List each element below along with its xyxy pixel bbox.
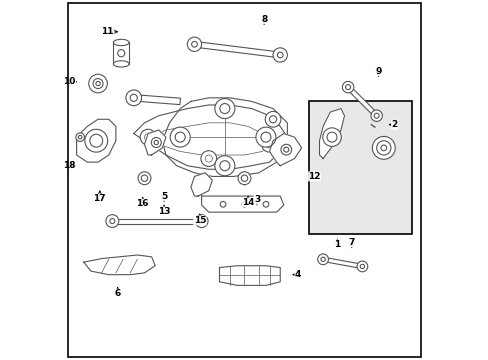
Circle shape — [96, 81, 100, 86]
Circle shape — [283, 147, 288, 152]
Circle shape — [141, 175, 147, 181]
Circle shape — [263, 202, 268, 207]
Circle shape — [88, 74, 107, 93]
Text: 8: 8 — [261, 15, 267, 24]
Circle shape — [154, 140, 158, 145]
Polygon shape — [322, 257, 362, 269]
Polygon shape — [77, 119, 116, 162]
Circle shape — [220, 161, 229, 171]
Circle shape — [118, 50, 124, 57]
Circle shape — [241, 175, 247, 181]
Circle shape — [93, 78, 103, 89]
Circle shape — [356, 261, 367, 272]
Circle shape — [170, 127, 190, 147]
Circle shape — [372, 136, 394, 159]
Ellipse shape — [113, 61, 129, 67]
Circle shape — [261, 136, 277, 152]
Circle shape — [238, 172, 250, 185]
Circle shape — [125, 90, 142, 106]
Circle shape — [373, 113, 378, 118]
Polygon shape — [162, 98, 287, 176]
Text: 18: 18 — [63, 161, 76, 170]
Circle shape — [191, 41, 197, 47]
Polygon shape — [83, 255, 155, 275]
Text: 17: 17 — [93, 194, 106, 203]
Circle shape — [106, 215, 119, 228]
Text: 16: 16 — [136, 199, 149, 208]
Text: 14: 14 — [241, 198, 254, 207]
Circle shape — [272, 48, 287, 62]
Circle shape — [220, 202, 225, 207]
Text: 2: 2 — [390, 120, 397, 129]
Circle shape — [376, 141, 390, 155]
Text: 1: 1 — [334, 240, 340, 249]
Circle shape — [90, 134, 102, 147]
Circle shape — [110, 219, 115, 224]
Polygon shape — [319, 109, 344, 158]
Circle shape — [195, 215, 207, 228]
Circle shape — [76, 133, 84, 141]
Circle shape — [326, 132, 336, 142]
Circle shape — [187, 37, 201, 51]
Circle shape — [360, 264, 364, 269]
Circle shape — [241, 202, 247, 207]
Polygon shape — [219, 266, 280, 285]
Circle shape — [380, 145, 386, 151]
Polygon shape — [194, 41, 280, 58]
Circle shape — [342, 81, 353, 93]
Polygon shape — [201, 196, 283, 212]
Bar — [113, 42, 129, 64]
Circle shape — [205, 155, 212, 162]
Circle shape — [214, 156, 234, 176]
Circle shape — [264, 111, 281, 127]
Circle shape — [144, 134, 151, 141]
Circle shape — [140, 129, 156, 145]
Polygon shape — [144, 130, 165, 155]
Polygon shape — [269, 134, 301, 166]
Circle shape — [320, 257, 325, 261]
Circle shape — [214, 99, 234, 118]
Circle shape — [138, 172, 151, 185]
Circle shape — [345, 85, 350, 90]
Circle shape — [84, 129, 107, 152]
Circle shape — [255, 127, 275, 147]
Text: 12: 12 — [307, 172, 320, 181]
Text: 10: 10 — [63, 77, 76, 86]
Text: 9: 9 — [374, 67, 381, 76]
Ellipse shape — [113, 39, 129, 46]
Text: 13: 13 — [158, 207, 170, 216]
Polygon shape — [134, 105, 287, 169]
Circle shape — [78, 135, 82, 139]
Text: 5: 5 — [161, 192, 167, 201]
Text: 6: 6 — [114, 289, 121, 298]
Text: 7: 7 — [348, 238, 354, 247]
Text: 11: 11 — [101, 27, 114, 36]
Polygon shape — [190, 173, 212, 196]
Circle shape — [199, 219, 203, 224]
Circle shape — [269, 116, 276, 123]
Text: 15: 15 — [193, 216, 205, 225]
Circle shape — [261, 132, 270, 142]
Circle shape — [322, 128, 341, 147]
Circle shape — [130, 94, 137, 102]
Circle shape — [281, 144, 291, 155]
Circle shape — [370, 110, 382, 121]
Circle shape — [317, 254, 328, 265]
Polygon shape — [112, 219, 201, 224]
Circle shape — [220, 104, 229, 113]
Circle shape — [151, 138, 161, 148]
FancyBboxPatch shape — [308, 102, 411, 234]
Circle shape — [277, 52, 283, 58]
Circle shape — [265, 141, 272, 148]
Polygon shape — [346, 85, 378, 117]
Text: 4: 4 — [294, 270, 301, 279]
Circle shape — [175, 132, 185, 142]
Circle shape — [201, 151, 216, 166]
Text: 3: 3 — [253, 195, 260, 204]
Polygon shape — [133, 95, 180, 105]
